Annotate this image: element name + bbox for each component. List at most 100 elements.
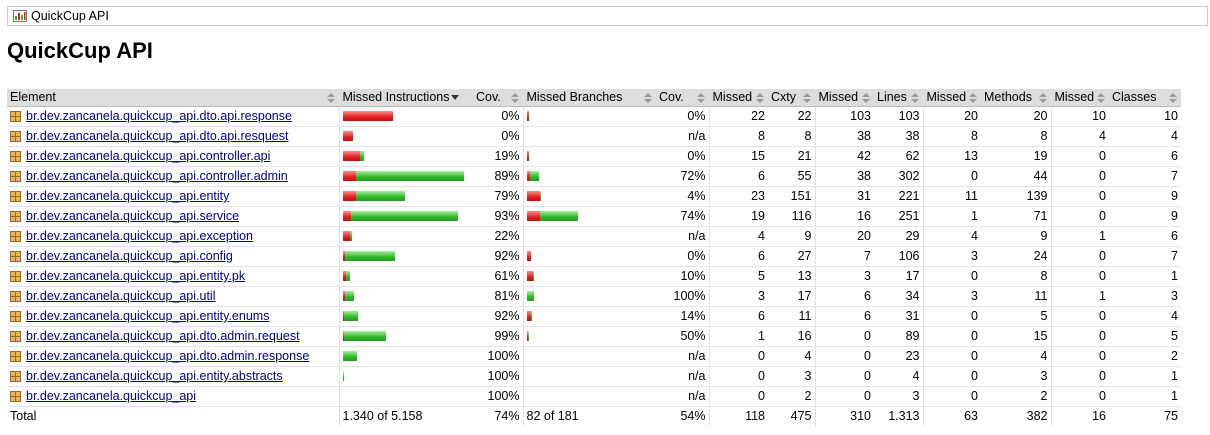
- col-missed-branches[interactable]: Missed Branches: [522, 89, 656, 107]
- package-link[interactable]: br.dev.zancanela.quickcup_api.controller…: [26, 169, 288, 183]
- missed-bar: [526, 191, 540, 201]
- cxty-missed: 5: [708, 266, 768, 287]
- col-missed-cxty[interactable]: Missed: [708, 89, 768, 107]
- total-instructions: 1.340 of 5.158: [338, 405, 473, 426]
- methods-missed: 1: [922, 206, 981, 227]
- package-link[interactable]: br.dev.zancanela.quickcup_api.entity.abs…: [26, 369, 283, 383]
- methods-missed: 0: [922, 306, 981, 327]
- instructions-bar-cell: [338, 126, 473, 147]
- col-cxty[interactable]: Cxty: [768, 89, 815, 107]
- methods-missed: 0: [922, 366, 981, 387]
- package-link[interactable]: br.dev.zancanela.quickcup_api.entity.pk: [26, 269, 246, 283]
- table-row: br.dev.zancanela.quickcup_api.dto.api.re…: [7, 126, 1181, 147]
- lines: 62: [874, 146, 923, 167]
- instr-cov: 0%: [473, 126, 523, 147]
- lines: 89: [874, 326, 923, 347]
- lines: 302: [874, 166, 923, 187]
- package-link[interactable]: br.dev.zancanela.quickcup_api.dto.api.re…: [26, 109, 292, 123]
- branch-cov: n/a: [656, 386, 709, 407]
- package-link[interactable]: br.dev.zancanela.quickcup_api.entity: [26, 189, 230, 203]
- report-icon: [13, 10, 27, 22]
- package-link[interactable]: br.dev.zancanela.quickcup_api.entity.enu…: [26, 309, 270, 323]
- methods: 11: [981, 286, 1051, 307]
- element-cell: br.dev.zancanela.quickcup_api.dto.admin.…: [7, 326, 339, 347]
- col-lines[interactable]: Lines: [874, 89, 923, 107]
- lines: 34: [874, 286, 923, 307]
- table-row: br.dev.zancanela.quickcup_api.exception 2…: [7, 226, 1181, 247]
- package-link[interactable]: br.dev.zancanela.quickcup_api.config: [26, 249, 233, 263]
- classes: 10: [1109, 106, 1181, 127]
- package-icon: [10, 270, 21, 282]
- lines: 103: [874, 106, 923, 127]
- lines-missed: 7: [814, 246, 874, 267]
- breadcrumb-label[interactable]: QuickCup API: [31, 9, 109, 23]
- instructions-bar: [342, 131, 471, 141]
- covered-bar: [526, 291, 534, 301]
- col-missed-instructions[interactable]: Missed Instructions: [338, 89, 473, 107]
- cxty: 8: [768, 126, 815, 147]
- instructions-bar: [342, 111, 471, 121]
- package-link[interactable]: br.dev.zancanela.quickcup_api.service: [26, 209, 240, 223]
- instr-cov: 100%: [473, 346, 523, 367]
- missed-bar: [526, 151, 529, 161]
- missed-bar: [342, 151, 360, 161]
- lines-missed: 38: [814, 126, 874, 147]
- branches-bar-cell: [522, 206, 656, 227]
- package-link[interactable]: br.dev.zancanela.quickcup_api.dto.api.re…: [26, 129, 289, 143]
- branch-cov: n/a: [656, 126, 709, 147]
- package-link[interactable]: br.dev.zancanela.quickcup_api.dto.admin.…: [26, 349, 310, 363]
- table-row: br.dev.zancanela.quickcup_api 100% n/a 0 2 0 3…: [7, 386, 1181, 407]
- package-icon: [10, 290, 21, 302]
- col-missed-lines[interactable]: Missed: [814, 89, 874, 107]
- branches-bar: [526, 111, 654, 121]
- col-classes[interactable]: Classes: [1109, 89, 1181, 107]
- branches-bar-cell: [522, 366, 656, 387]
- total-branch-cov: 54%: [656, 405, 709, 426]
- missed-bar: [526, 331, 528, 341]
- cxty-missed: 8: [708, 126, 768, 147]
- methods: 19: [981, 146, 1051, 167]
- col-methods[interactable]: Methods: [981, 89, 1051, 107]
- sort-down-icon: [451, 95, 460, 101]
- methods-missed: 20: [922, 106, 981, 127]
- package-link[interactable]: br.dev.zancanela.quickcup_api.controller…: [26, 149, 271, 163]
- instr-cov: 79%: [473, 186, 523, 207]
- classes-missed: 0: [1050, 146, 1109, 167]
- cxty-missed: 6: [708, 246, 768, 267]
- package-icon: [10, 330, 21, 342]
- package-link[interactable]: br.dev.zancanela.quickcup_api.util: [26, 289, 216, 303]
- branch-cov: n/a: [656, 226, 709, 247]
- instructions-bar: [342, 291, 471, 301]
- classes: 4: [1109, 306, 1181, 327]
- col-missed-classes[interactable]: Missed: [1050, 89, 1109, 107]
- cxty-missed: 0: [708, 346, 768, 367]
- package-link[interactable]: br.dev.zancanela.quickcup_api: [26, 389, 197, 403]
- lines-missed: 31: [814, 186, 874, 207]
- covered-bar: [530, 311, 532, 321]
- total-lines-missed: 310: [814, 405, 874, 426]
- lines-missed: 6: [814, 306, 874, 327]
- package-link[interactable]: br.dev.zancanela.quickcup_api.exception: [26, 229, 254, 243]
- col-missed-methods[interactable]: Missed: [922, 89, 981, 107]
- col-instr-cov[interactable]: Cov.: [473, 89, 523, 107]
- cxty-missed: 22: [708, 106, 768, 127]
- covered-bar: [532, 271, 534, 281]
- covered-bar: [349, 231, 352, 241]
- total-row: Total 1.340 of 5.158 74% 82 of 181 54% 1…: [7, 405, 1181, 426]
- instructions-bar-cell: [338, 186, 473, 207]
- cxty: 22: [768, 106, 815, 127]
- branches-bar-cell: [522, 166, 656, 187]
- cxty-missed: 23: [708, 186, 768, 207]
- col-element[interactable]: Element: [7, 89, 339, 107]
- instructions-bar-cell: [338, 246, 473, 267]
- classes: 2: [1109, 346, 1181, 367]
- package-link[interactable]: br.dev.zancanela.quickcup_api.dto.admin.…: [26, 329, 300, 343]
- classes: 5: [1109, 326, 1181, 347]
- instructions-bar: [342, 171, 471, 181]
- classes: 9: [1109, 186, 1181, 207]
- branch-cov: n/a: [656, 346, 709, 367]
- col-branch-cov[interactable]: Cov.: [656, 89, 709, 107]
- missed-bar: [342, 211, 351, 221]
- instr-cov: 99%: [473, 326, 523, 347]
- cxty-missed: 1: [708, 326, 768, 347]
